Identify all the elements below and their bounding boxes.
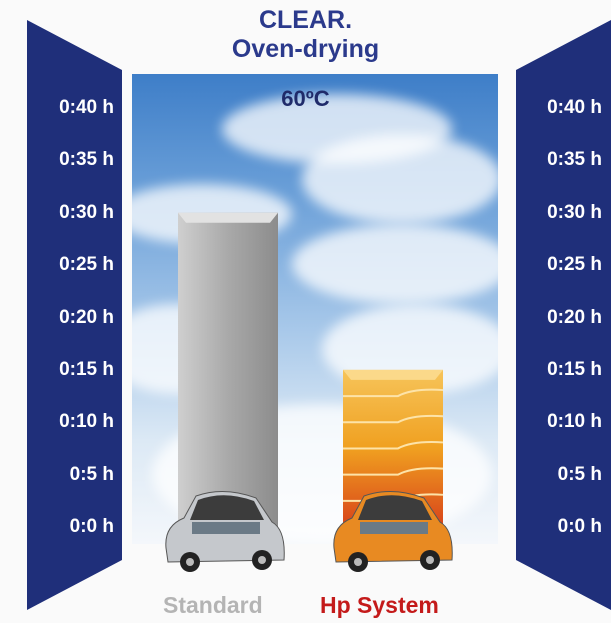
bar-stripe	[343, 467, 444, 476]
cloud-shape	[292, 224, 498, 304]
chart-subtitle: 60ºC	[281, 86, 330, 111]
right-axis-tick: 0:0 h	[557, 516, 602, 537]
category-label-hp-system: Hp System	[320, 592, 439, 618]
right-panel-shape	[516, 20, 611, 610]
bar-top-bevel	[343, 369, 443, 380]
bar-stripe	[343, 388, 444, 398]
left-axis-tick: 0:40 h	[59, 97, 114, 118]
right-axis-tick: 0:25 h	[547, 254, 602, 276]
left-axis-tick: 0:0 h	[69, 516, 114, 537]
car-icon	[333, 491, 453, 572]
left-axis-tick: 0:25 h	[59, 254, 114, 276]
right-axis-tick: 0:15 h	[547, 358, 602, 380]
left-axis-tick: 0:20 h	[59, 306, 114, 328]
bar-stripe	[343, 441, 444, 450]
category-label-standard: Standard	[163, 592, 263, 618]
right-axis-tick: 0:30 h	[547, 201, 602, 223]
cloud-shape	[302, 134, 498, 224]
left-axis-panel: 0:40 h 0:35 h 0:30 h 0:25 h 0:20 h 0:15 h 0:10…	[27, 20, 122, 610]
right-axis-tick: 0:40 h	[547, 97, 602, 118]
right-axis-panel: 0:40 h 0:35 h 0:30 h 0:25 h 0:20 h 0:15 h 0:10…	[516, 20, 611, 610]
bar-top-bevel	[178, 212, 278, 223]
left-axis-tick: 0:10 h	[59, 411, 114, 433]
left-axis-tick: 0:30 h	[59, 201, 114, 223]
left-axis-tick: 0:15 h	[59, 358, 114, 380]
chart-title: CLEAR. Oven-drying	[0, 6, 611, 64]
bar-standard	[178, 212, 278, 527]
left-axis-tick: 0:35 h	[59, 149, 114, 171]
left-axis-tick: 0:5 h	[69, 463, 114, 485]
car-icon	[165, 491, 285, 572]
right-axis-tick: 0:10 h	[547, 411, 602, 433]
title-line-1: CLEAR.	[258, 6, 353, 34]
right-axis-tick: 0:35 h	[547, 149, 602, 171]
right-axis-tick: 0:5 h	[557, 463, 602, 485]
left-panel-shape	[27, 20, 122, 610]
right-axis-tick: 0:20 h	[547, 306, 602, 328]
title-line-2: Oven-drying	[231, 35, 380, 63]
bar-stripe	[343, 414, 444, 424]
